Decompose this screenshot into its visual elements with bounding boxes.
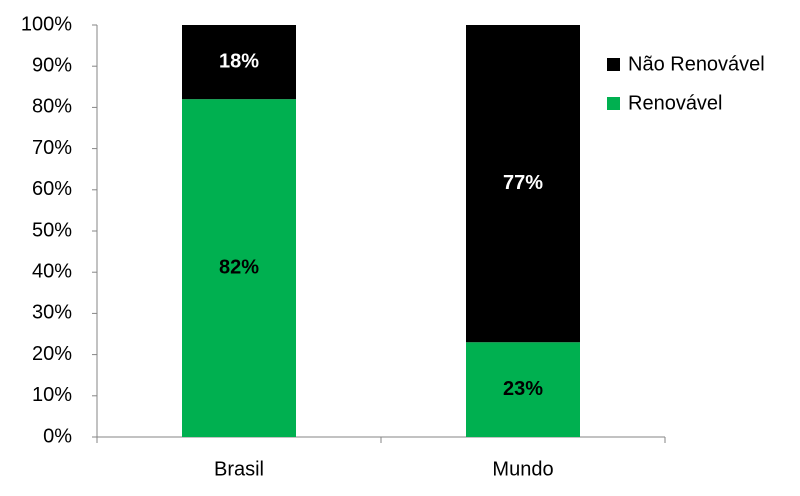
- bar-segment: [182, 25, 296, 100]
- y-tick-label: 20%: [32, 343, 72, 365]
- y-tick-label: 70%: [32, 137, 72, 159]
- bar-segment: [466, 25, 580, 343]
- y-tick-label: 10%: [32, 384, 72, 406]
- legend-label: Não Renovável: [628, 53, 765, 75]
- legend-label: Renovável: [628, 92, 723, 114]
- bar-segment: [182, 99, 296, 437]
- value-label: 23%: [503, 378, 543, 400]
- y-tick-label: 80%: [32, 96, 72, 118]
- y-tick-label: 100%: [21, 13, 72, 35]
- bar-segment: [466, 342, 580, 437]
- value-label: 77%: [503, 172, 543, 194]
- x-tick-label: Mundo: [492, 458, 553, 480]
- legend-swatch: [607, 97, 620, 110]
- legend-swatch: [607, 58, 620, 71]
- y-tick-label: 90%: [32, 54, 72, 76]
- x-tick-label: Brasil: [214, 458, 264, 480]
- y-tick-label: 50%: [32, 219, 72, 241]
- y-tick-label: 0%: [43, 425, 72, 447]
- y-tick-label: 30%: [32, 302, 72, 324]
- value-label: 82%: [219, 256, 259, 278]
- y-tick-label: 60%: [32, 178, 72, 200]
- y-tick-label: 40%: [32, 260, 72, 282]
- value-label: 18%: [219, 50, 259, 72]
